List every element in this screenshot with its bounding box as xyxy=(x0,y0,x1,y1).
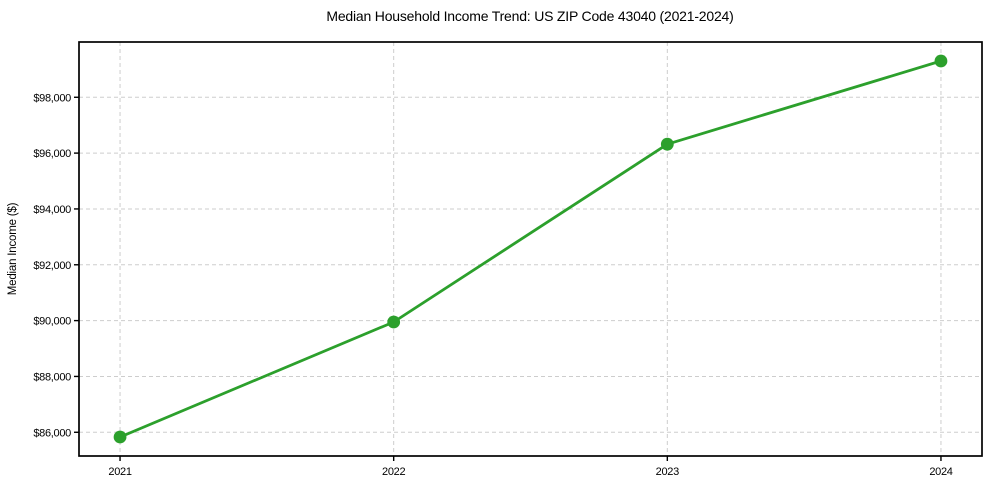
grid-layer xyxy=(79,42,982,456)
data-point-marker xyxy=(387,315,401,329)
y-tick-label: $90,000 xyxy=(33,316,71,328)
y-tick-label: $98,000 xyxy=(33,92,71,104)
x-tick-label: 2021 xyxy=(108,466,131,478)
plot-border xyxy=(78,41,983,457)
data-point-marker xyxy=(113,430,127,444)
chart-title: Median Household Income Trend: US ZIP Co… xyxy=(326,8,733,24)
y-tick-label: $88,000 xyxy=(33,371,71,383)
y-tick-label: $96,000 xyxy=(33,148,71,160)
tick-layer: $86,000 $88,000 $90,000 $92,000 $94,000 $96,0… xyxy=(33,92,953,478)
x-tick-label: 2024 xyxy=(929,466,952,478)
y-tick-label: $86,000 xyxy=(33,427,71,439)
data-point-marker xyxy=(934,54,948,68)
trend-line xyxy=(118,59,943,439)
data-series-layer xyxy=(113,54,948,444)
x-tick-label: 2023 xyxy=(656,466,679,478)
y-axis-label: Median Income ($) xyxy=(7,202,19,295)
data-point-marker xyxy=(660,137,674,151)
x-tick-label: 2022 xyxy=(382,466,405,478)
y-tick-label: $94,000 xyxy=(33,204,71,216)
y-tick-label: $92,000 xyxy=(33,260,71,272)
